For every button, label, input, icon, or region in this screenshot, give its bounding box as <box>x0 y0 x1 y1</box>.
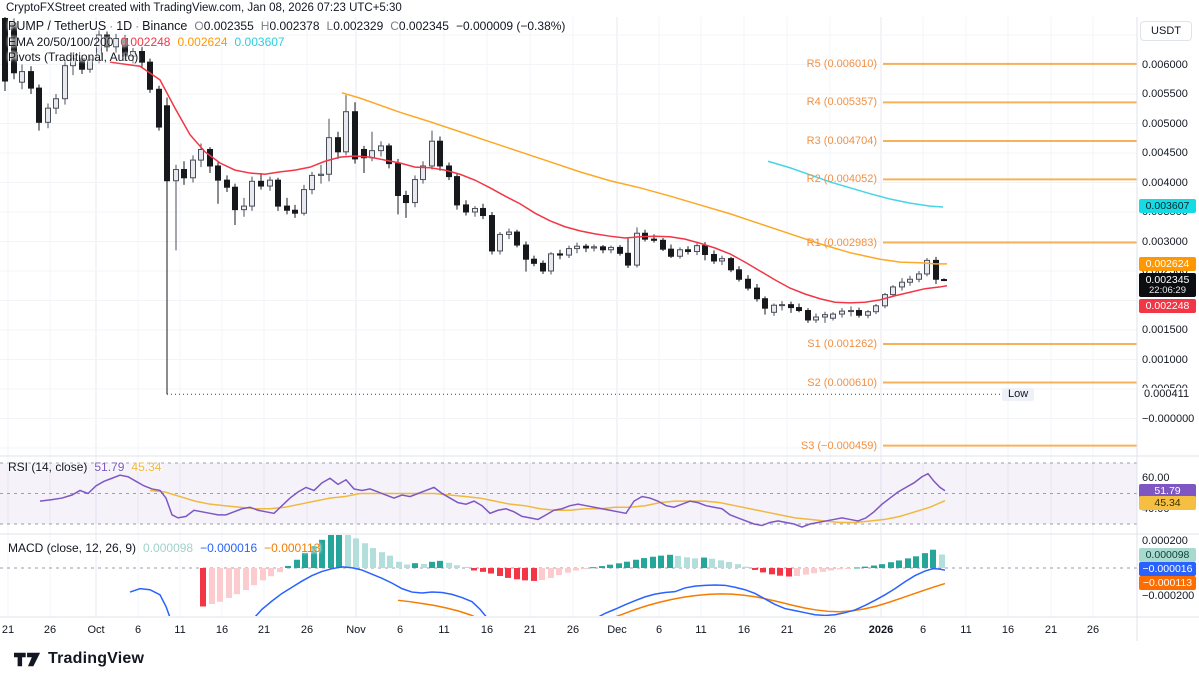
time-axis-label: 6 <box>396 624 404 636</box>
rsi-values: 51.79 45.34 <box>87 460 161 474</box>
price-badge: 0.002248 <box>1139 299 1196 313</box>
macd-values: 0.000098 −0.000016 −0.000113 <box>136 541 320 555</box>
macd-axis-label: −0.000200 <box>1142 589 1195 602</box>
price-axis-label: 0.001000 <box>1142 353 1188 366</box>
ema-label: EMA 20/50/100/200 <box>8 34 114 49</box>
time-axis-label: 16 <box>215 624 229 636</box>
rsi-legend-row[interactable]: RSI (14, close) 51.79 45.34 <box>8 460 161 474</box>
macd-label: MACD (close, 12, 26, 9) <box>8 541 137 555</box>
pivot-level-label: S1 (0.001262) <box>807 338 877 351</box>
pivot-level-label: R1 (0.002983) <box>806 236 877 249</box>
time-axis-label: 6 <box>134 624 142 636</box>
time-axis-label: Dec <box>607 624 627 636</box>
legend-value: 0.000098 <box>143 541 194 555</box>
time-axis-label: 6 <box>655 624 663 636</box>
symbol-name[interactable]: PUMP / TetherUS <box>8 19 107 33</box>
rsi-label: RSI (14, close) <box>8 460 88 474</box>
rsi-axis-label: 60.00 <box>1142 472 1170 485</box>
interval-label[interactable]: 1D <box>116 19 133 33</box>
change-value: −0.000009 (−0.38%) <box>455 19 566 33</box>
time-axis-label: 26 <box>43 624 57 636</box>
time-axis-label: 11 <box>174 624 186 636</box>
price-badge: 0.003607 <box>1139 198 1196 213</box>
time-axis-label: Oct <box>87 624 105 636</box>
pivot-level-label: R3 (0.004704) <box>806 134 877 147</box>
legend-value: 0.002248 <box>120 34 171 49</box>
legend-value: 0.003607 <box>234 34 285 49</box>
pivot-level-label: R2 (0.004052) <box>806 173 877 186</box>
time-axis-label: 11 <box>438 624 450 636</box>
macd-axis-label: 0.000200 <box>1142 534 1188 547</box>
time-axis-label: 21 <box>257 624 271 636</box>
price-badge: 0.002345 22:06:29 <box>1139 273 1196 297</box>
time-axis-label: 11 <box>960 624 972 636</box>
macd-badge: −0.000016 <box>1139 561 1196 576</box>
price-axis-label: 0.001500 <box>1142 324 1188 336</box>
price-axis-label: 0.006000 <box>1142 58 1188 71</box>
time-axis-label: 11 <box>695 624 707 636</box>
time-axis-label: 26 <box>566 624 580 636</box>
tradingview-logo-icon <box>14 652 41 667</box>
price-axis-label: 0.005500 <box>1142 88 1188 100</box>
legend-separator: · <box>135 19 140 33</box>
legend-value: 51.79 <box>94 460 125 474</box>
legend-value: 0.002624 <box>177 34 228 49</box>
price-axis-label: 0.004500 <box>1142 147 1188 159</box>
watermark-attribution: CryptoFXStreet created with TradingView.… <box>6 2 402 14</box>
price-axis-label: 0.005000 <box>1142 117 1188 130</box>
symbol-legend-row[interactable]: PUMP / TetherUS · 1D · Binance O0.002355 H0.00… <box>8 19 565 34</box>
price-badge: 0.002624 <box>1139 256 1196 271</box>
time-axis-label: Nov <box>346 624 366 636</box>
legend-value: O0.002355 <box>194 19 254 33</box>
exchange-label: Binance <box>142 19 188 33</box>
time-axis-label: 6 <box>919 624 927 636</box>
pivot-level-label: R4 (0.005357) <box>806 96 877 109</box>
rsi-badge: 45.34 <box>1139 496 1196 510</box>
currency-toggle-button[interactable]: USDT <box>1140 21 1192 41</box>
legend-value: C0.002345 <box>390 19 449 33</box>
pivots-label: Pivots (Traditional, Auto) <box>8 50 139 64</box>
time-axis-label: 16 <box>480 624 494 636</box>
time-axis-label: 2026 <box>868 624 894 636</box>
chart-legend: PUMP / TetherUS · 1D · Binance O0.002355 H0.00… <box>8 19 565 66</box>
low-axis-value: 0.000411 <box>1142 388 1192 401</box>
ema-values: 0.002248 0.002624 0.003607 <box>113 35 284 49</box>
legend-value: −0.000016 <box>200 541 258 555</box>
time-axis-label: 26 <box>1086 624 1100 636</box>
ohlc-values: O0.002355 H0.002378 L0.002329 C0.002345 <box>187 19 449 33</box>
price-axis-label: −0.000000 <box>1142 412 1195 425</box>
price-axis-label: 0.004000 <box>1142 176 1188 189</box>
pivot-level-label: S3 (−0.000459) <box>800 439 877 452</box>
legend-value: −0.000113 <box>264 541 321 555</box>
legend-value: 45.34 <box>131 460 162 474</box>
macd-badge: −0.000113 <box>1139 576 1196 590</box>
legend-separator: · <box>109 19 114 33</box>
tradingview-logo-text: TradingView <box>48 650 145 667</box>
ema-legend-row[interactable]: EMA 20/50/100/200 0.002248 0.002624 0.00360… <box>8 35 565 50</box>
macd-badge: 0.000098 <box>1139 547 1196 562</box>
time-axis-label: 21 <box>780 624 794 636</box>
rsi-badge: 51.79 <box>1139 484 1196 498</box>
macd-legend-row[interactable]: MACD (close, 12, 26, 9) 0.000098 −0.000016… <box>8 541 320 555</box>
pivot-level-label: S2 (0.000610) <box>807 376 877 389</box>
time-axis-label: 26 <box>300 624 314 636</box>
time-axis-label: 21 <box>1 624 15 636</box>
pivot-level-label: R5 (0.006010) <box>806 57 877 70</box>
time-axis-label: 21 <box>523 624 537 636</box>
price-axis-label: 0.003000 <box>1142 235 1188 248</box>
low-marker-chip: Low <box>1002 388 1035 401</box>
legend-value: H0.002378 <box>260 19 320 33</box>
tradingview-logo[interactable]: TradingView <box>14 648 144 670</box>
time-axis-label: 21 <box>1044 624 1058 636</box>
pivots-legend-row[interactable]: Pivots (Traditional, Auto) <box>8 50 565 65</box>
time-axis-label: 16 <box>737 624 751 636</box>
time-axis-label: 26 <box>823 624 837 636</box>
time-axis-label: 16 <box>1001 624 1015 636</box>
legend-value: L0.002329 <box>326 19 384 33</box>
